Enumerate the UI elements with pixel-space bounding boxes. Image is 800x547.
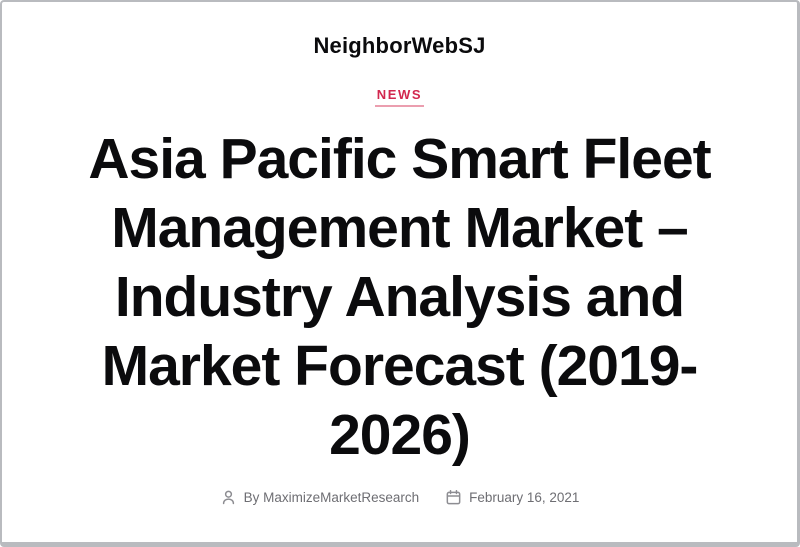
article-title-line: Market Forecast (2019- xyxy=(101,334,699,398)
article-title-line: 2026) xyxy=(329,403,471,467)
site-title[interactable]: NeighborWebSJ xyxy=(313,33,486,58)
site-header: NeighborWebSJ xyxy=(313,33,485,59)
publish-date: February 16, 2021 xyxy=(469,490,580,505)
article-title-line: Industry Analysis and xyxy=(114,265,685,329)
date-item: February 16, 2021 xyxy=(445,489,579,506)
article-meta: By MaximizeMarketResearch February 16, 2… xyxy=(220,489,579,506)
person-icon xyxy=(220,489,237,506)
category-wrap: NEWS xyxy=(374,86,425,107)
article-title-line: Management Market – xyxy=(111,196,689,260)
byline-author[interactable]: By MaximizeMarketResearch xyxy=(243,490,420,505)
category-link-news[interactable]: NEWS xyxy=(374,87,425,107)
byline-item: By MaximizeMarketResearch xyxy=(220,489,420,506)
article-title: Asia Pacific Smart Fleet Management Mark… xyxy=(88,125,711,470)
calendar-icon xyxy=(445,489,462,506)
article-title-line: Asia Pacific Smart Fleet xyxy=(88,127,711,191)
